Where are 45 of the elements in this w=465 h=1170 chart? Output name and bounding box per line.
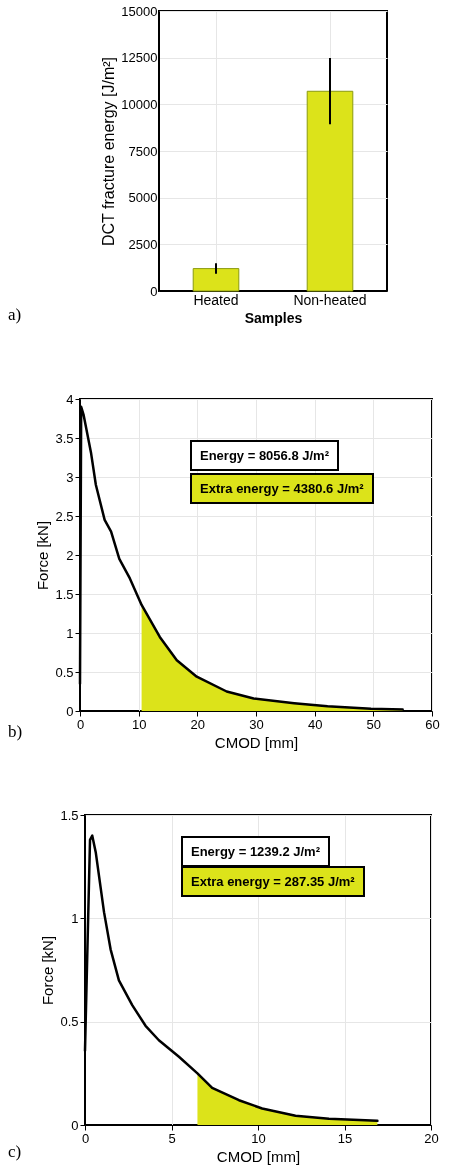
y-tick-label: 5000 (128, 190, 158, 206)
x-tick-label: 20 (424, 1130, 439, 1146)
annotation: Extra energy = 287.35 J/m² (181, 866, 365, 897)
x-tick-label: 40 (307, 716, 323, 732)
x-tick-label: Heated (193, 291, 239, 308)
y-tick-label: 12500 (121, 50, 158, 66)
x-tick-label: 20 (190, 716, 206, 732)
x-tick-label: 15 (337, 1130, 353, 1146)
annotation: Energy = 1239.2 J/m² (181, 836, 330, 867)
annotation: Extra energy = 4380.6 J/m² (190, 473, 374, 504)
y-tick-label: 2 (66, 547, 74, 563)
text: a) (8, 305, 22, 325)
x-tick-label: 30 (249, 716, 264, 732)
y-tick-label: 4 (66, 391, 74, 407)
text: c) (8, 1142, 22, 1162)
y-tick-label: 1.5 (60, 807, 79, 823)
y-tick-label: 3.5 (55, 430, 74, 446)
text: b) (8, 722, 23, 742)
y-tick-label: 1 (71, 910, 79, 926)
y-axis-title: Force [kN] (34, 520, 52, 591)
y-tick-label: 0 (71, 1117, 79, 1133)
x-axis-title: CMOD [mm] (216, 1147, 301, 1165)
x-tick-label: 60 (425, 716, 440, 732)
x-tick-label: 5 (168, 1130, 176, 1146)
annotation: Energy = 8056.8 J/m² (190, 440, 339, 471)
y-tick-label: 3 (66, 469, 74, 485)
y-tick-label: 0.5 (55, 664, 74, 680)
x-tick-label: Non-heated (293, 291, 367, 308)
x-tick-label: 50 (366, 716, 382, 732)
y-tick-label: 10000 (121, 96, 158, 112)
x-axis-title: Samples (244, 309, 303, 326)
y-tick-label: 2500 (128, 236, 158, 252)
y-tick-label: 7500 (128, 143, 158, 159)
y-axis-title: DCT fracture energy [J/m²] (100, 56, 118, 247)
x-tick-label: 0 (81, 1130, 90, 1146)
y-axis-title: Force [kN] (39, 935, 57, 1006)
y-tick-label: 15000 (121, 3, 158, 19)
x-tick-label: 10 (251, 1130, 266, 1146)
y-tick-label: 0 (66, 703, 74, 719)
y-tick-label: 2.5 (55, 508, 74, 524)
x-tick-label: 10 (131, 716, 147, 732)
y-tick-label: 1.5 (55, 586, 74, 602)
y-tick-label: 0.5 (60, 1014, 79, 1030)
y-tick-label: 1 (66, 625, 74, 641)
x-axis-title: CMOD [mm] (214, 733, 299, 751)
